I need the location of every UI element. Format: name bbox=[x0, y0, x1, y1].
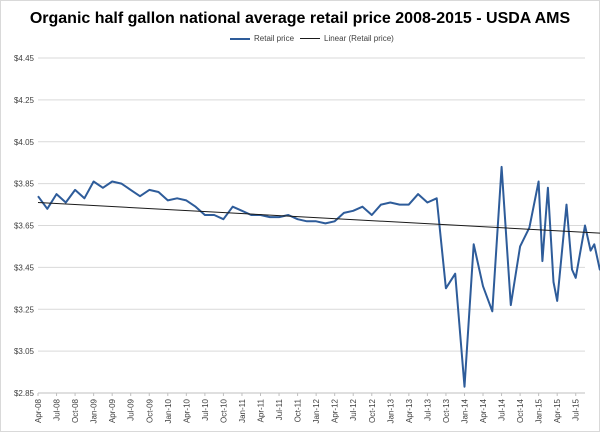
legend-swatch-linear-trend bbox=[300, 38, 320, 39]
y-tick-label: $2.85 bbox=[14, 389, 35, 398]
legend-swatch-retail-price bbox=[230, 37, 250, 40]
legend: Retail price Linear (Retail price) bbox=[0, 34, 600, 48]
x-tick-label: Jul-14 bbox=[498, 398, 507, 420]
y-tick-label: $4.45 bbox=[14, 54, 35, 63]
x-tick-label: Jul-08 bbox=[53, 398, 62, 420]
x-tick-label: Oct-10 bbox=[219, 398, 228, 423]
x-tick-label: Apr-08 bbox=[34, 398, 43, 423]
x-tick-label: Jul-12 bbox=[349, 398, 358, 420]
x-tick-label: Oct-09 bbox=[145, 398, 154, 423]
x-tick-label: Apr-12 bbox=[331, 398, 340, 423]
legend-item-linear-trend: Linear (Retail price) bbox=[300, 34, 394, 43]
x-tick-label: Jan-11 bbox=[238, 398, 247, 422]
trendline-linear bbox=[37, 202, 600, 234]
x-tick-label: Apr-13 bbox=[405, 398, 414, 423]
x-tick-label: Apr-11 bbox=[257, 398, 266, 422]
y-tick-label: $3.05 bbox=[14, 347, 35, 356]
legend-label-retail-price: Retail price bbox=[254, 34, 295, 43]
x-tick-label: Jul-10 bbox=[201, 398, 210, 420]
x-tick-label: Jan-14 bbox=[460, 398, 469, 423]
x-tick-label: Apr-14 bbox=[479, 398, 488, 423]
x-tick-label: Oct-11 bbox=[294, 398, 303, 422]
chart-title: Organic half gallon national average ret… bbox=[29, 10, 571, 27]
x-tick-label: Jul-15 bbox=[572, 398, 581, 420]
legend-label-linear-trend: Linear (Retail price) bbox=[324, 34, 394, 43]
y-tick-label: $4.05 bbox=[14, 138, 35, 147]
x-tick-label: Jul-13 bbox=[423, 398, 432, 420]
x-tick-label: Oct-12 bbox=[368, 398, 377, 423]
legend-item-retail-price: Retail price bbox=[230, 34, 294, 43]
x-tick-label: Oct-13 bbox=[442, 398, 451, 423]
x-tick-label: Jan-10 bbox=[164, 398, 173, 423]
x-tick-label: Apr-09 bbox=[108, 398, 117, 423]
x-tick-label: Oct-14 bbox=[516, 398, 525, 423]
x-tick-label: Apr-10 bbox=[182, 398, 191, 423]
x-tick-label: Jan-15 bbox=[535, 398, 544, 423]
y-tick-label: $3.45 bbox=[14, 263, 35, 272]
x-tick-label: Apr-15 bbox=[553, 398, 562, 423]
series-line-retail-price bbox=[37, 165, 600, 388]
x-tick-label: Jul-11 bbox=[275, 398, 284, 420]
y-tick-label: $3.25 bbox=[14, 305, 35, 314]
x-tick-label: Jan-09 bbox=[90, 398, 99, 423]
y-tick-label: $3.65 bbox=[14, 222, 35, 231]
y-tick-label: $3.85 bbox=[14, 180, 35, 189]
x-tick-label: Jan-12 bbox=[312, 398, 321, 423]
y-tick-label: $4.25 bbox=[14, 96, 35, 105]
x-tick-label: Jan-13 bbox=[386, 398, 395, 423]
x-tick-label: Jul-09 bbox=[127, 398, 136, 420]
x-tick-label: Oct-08 bbox=[71, 398, 80, 423]
